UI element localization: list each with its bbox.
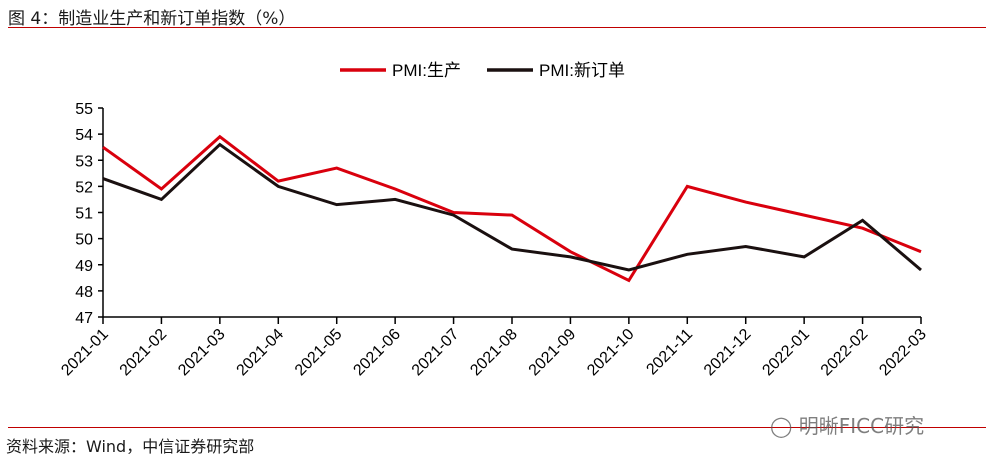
legend-label-1: PMI:生产	[392, 61, 461, 80]
watermark-text: 明晰FICC研究	[798, 414, 925, 438]
watermark: ◯ 明晰FICC研究	[770, 414, 925, 438]
x-tick-label: 2021-07	[409, 326, 463, 380]
series-line-2	[102, 142, 922, 272]
chart-title: 图 4：制造业生产和新订单指数（%）	[8, 9, 296, 29]
source-note: 资料来源：Wind，中信证券研究部	[6, 437, 255, 456]
x-tick-label: 2021-06	[350, 326, 404, 380]
legend-label-2: PMI:新订单	[539, 61, 625, 80]
y-tick-label: 47	[75, 310, 93, 327]
x-tick-label: 2021-04	[234, 326, 288, 380]
y-tick-label: 48	[75, 284, 93, 301]
y-tick-label: 49	[75, 258, 93, 275]
x-tick-label: 2021-11	[643, 326, 696, 379]
y-tick-label: 50	[75, 232, 93, 249]
y-tick-label: 53	[75, 153, 93, 170]
x-tick-label: 2021-03	[175, 326, 229, 380]
y-tick-label: 51	[75, 206, 93, 223]
y-tick-label: 52	[75, 179, 93, 196]
x-tick-label: 2022-03	[876, 326, 930, 380]
series-line-1	[102, 134, 922, 283]
title-divider	[8, 27, 986, 28]
x-tick-label: 2021-01	[58, 326, 112, 380]
x-tick-label: 2021-05	[292, 326, 346, 380]
x-tick-label: 2021-02	[117, 326, 171, 380]
x-tick-label: 2022-01	[759, 326, 813, 380]
x-tick-label: 2021-12	[701, 326, 755, 380]
y-tick-label: 55	[75, 101, 93, 118]
x-tick-label: 2021-08	[467, 326, 521, 380]
x-tick-label: 2021-10	[584, 326, 638, 380]
x-tick-label: 2022-02	[818, 326, 872, 380]
source-divider	[8, 427, 986, 428]
y-tick-label: 54	[75, 127, 93, 144]
x-tick-label: 2021-09	[526, 326, 580, 380]
